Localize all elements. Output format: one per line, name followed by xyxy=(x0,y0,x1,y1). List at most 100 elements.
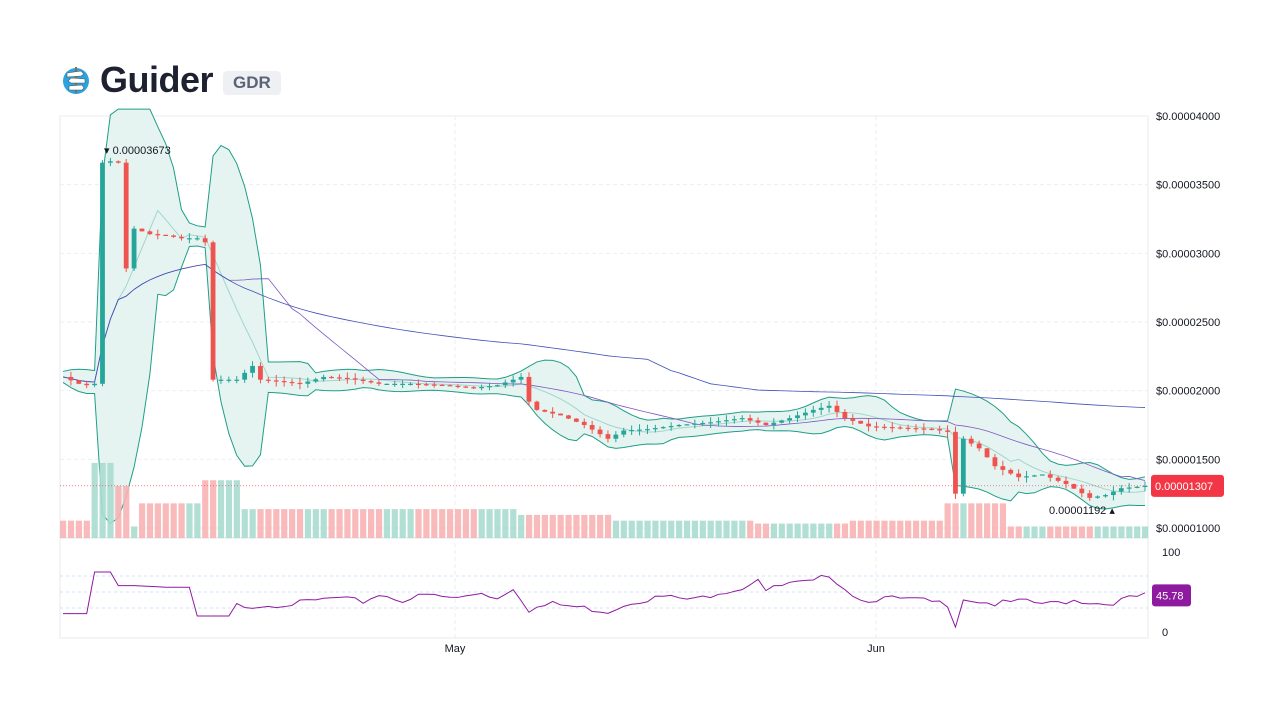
candle-body xyxy=(337,377,342,379)
volume-bar xyxy=(849,520,856,538)
volume-bar xyxy=(1055,526,1062,538)
volume-bar xyxy=(391,509,398,538)
volume-bar xyxy=(75,520,82,538)
candle-body xyxy=(313,379,319,382)
volume-bar xyxy=(589,514,596,538)
candle-body xyxy=(68,376,74,381)
candle-body xyxy=(416,383,421,385)
y-tick-label: $0.00001000 xyxy=(1156,523,1220,535)
volume-bar xyxy=(755,523,762,538)
volume-bar xyxy=(557,514,564,538)
candle-body xyxy=(1024,476,1029,478)
volume-bar xyxy=(928,520,935,538)
volume-bar xyxy=(462,509,469,538)
candle-body xyxy=(881,426,887,428)
volume-bar xyxy=(976,503,983,538)
candle-body xyxy=(1103,495,1108,497)
candle-body xyxy=(431,384,437,386)
candle-body xyxy=(186,238,192,240)
high-price-marker: ▾ 0.00003673 xyxy=(104,145,171,157)
volume-bar xyxy=(881,520,888,538)
candle-body xyxy=(502,382,508,386)
candle-body xyxy=(992,457,998,467)
y-tick-label: $0.00001500 xyxy=(1156,454,1220,466)
volume-bar xyxy=(652,520,659,538)
volume-bar xyxy=(1031,526,1038,538)
volume-bar xyxy=(1142,526,1149,538)
moving-average-short xyxy=(62,263,1146,481)
volume-bar xyxy=(1118,526,1125,538)
volume-bar xyxy=(889,520,896,538)
volume-bar xyxy=(83,520,90,538)
candle-body xyxy=(210,242,216,380)
candle-body xyxy=(573,418,579,422)
volume-bar xyxy=(375,509,383,538)
candle-body xyxy=(147,231,153,235)
volume-bar xyxy=(960,503,967,538)
candle-body xyxy=(874,426,879,428)
candle-body xyxy=(305,381,311,384)
candle-body xyxy=(700,422,706,425)
candle-body xyxy=(463,386,469,388)
rsi-last-value: 45.78 xyxy=(1156,590,1184,602)
volume-bar xyxy=(131,526,138,538)
volume-bar xyxy=(999,503,1007,538)
volume-bar xyxy=(170,503,177,538)
candle-body xyxy=(1016,473,1022,478)
candle-body xyxy=(1087,493,1093,498)
y-tick-label: $0.00004000 xyxy=(1156,111,1220,123)
volume-bar xyxy=(873,520,880,538)
candle-body xyxy=(123,162,129,269)
candle-body xyxy=(937,429,943,431)
volume-bar xyxy=(454,509,462,538)
volume-bar xyxy=(257,509,264,538)
candle-body xyxy=(976,443,982,449)
volume-bar xyxy=(320,509,327,538)
volume-bar xyxy=(723,520,730,538)
candle-body xyxy=(131,228,137,269)
candle-body xyxy=(84,383,90,386)
volume-bar xyxy=(707,520,714,538)
volume-bar xyxy=(399,509,406,538)
volume-bar xyxy=(620,520,627,538)
volume-bar xyxy=(115,486,122,538)
volume-bar xyxy=(905,520,912,538)
volume-bar xyxy=(802,523,809,538)
candle-body xyxy=(376,382,382,384)
volume-bar xyxy=(597,514,604,538)
volume-bar xyxy=(770,523,778,538)
volume-bar xyxy=(944,503,951,538)
candle-body xyxy=(202,238,208,243)
rsi-value-badge xyxy=(1152,584,1191,607)
volume-bar xyxy=(1015,526,1022,538)
volume-bar xyxy=(604,514,612,538)
volume-bar xyxy=(715,520,722,538)
candle-body xyxy=(731,419,737,421)
candle-body xyxy=(1032,475,1037,477)
volume-bar xyxy=(470,509,477,538)
low-price-marker: 0.00001192 ▴ xyxy=(1049,505,1115,517)
volume-bar xyxy=(691,520,699,538)
volume-bar xyxy=(478,509,485,538)
candle-body xyxy=(250,365,255,373)
rsi-tick-label: 0 xyxy=(1162,627,1168,639)
volume-bar xyxy=(194,503,201,538)
candle-body xyxy=(826,405,832,408)
volume-bar xyxy=(857,520,864,538)
volume-bar xyxy=(549,514,556,538)
candle-body xyxy=(945,430,950,432)
candle-body xyxy=(242,372,248,380)
volume-bar xyxy=(123,486,130,538)
volume-bar xyxy=(178,503,185,538)
bollinger-upper-line xyxy=(62,108,1146,480)
candle-body xyxy=(637,429,642,431)
candle-body xyxy=(558,413,563,416)
volume-bar xyxy=(833,523,841,538)
volume-bar xyxy=(1094,526,1101,538)
volume-bar xyxy=(217,480,225,538)
candle-body xyxy=(850,418,856,421)
volume-bar xyxy=(1078,526,1086,538)
volume-bar xyxy=(644,520,651,538)
volume-bar xyxy=(731,520,738,538)
